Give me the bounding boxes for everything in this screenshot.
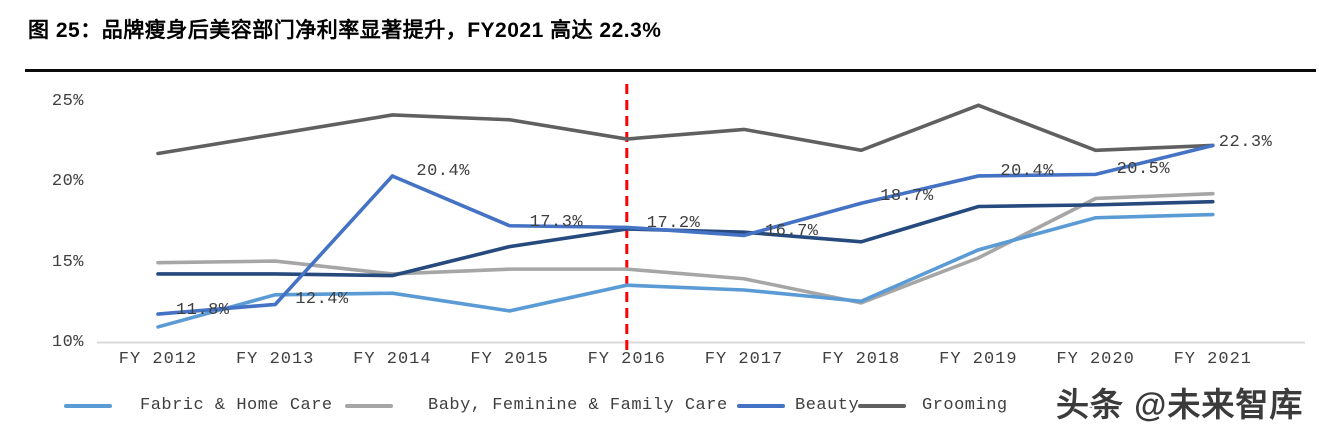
data-label-fy-2016: 17.2% [646, 214, 701, 234]
legend-label-baby-feminine-family-care: Baby, Feminine & Family Care [428, 396, 728, 415]
data-label-fy-2020: 20.5% [1116, 160, 1171, 180]
legend-label-grooming: Grooming [922, 396, 1008, 415]
legend-swatch-hidden [1072, 404, 1120, 408]
x-axis-tick-fy-2014: FY 2014 [353, 350, 432, 369]
figure-title: 图 25：品牌瘦身后美容部门净利率显著提升，FY2021 高达 22.3% [28, 19, 662, 42]
legend-label-fabric-home-care: Fabric & Home Care [140, 396, 333, 415]
x-axis-tick-fy-2018: FY 2018 [821, 350, 901, 369]
x-axis-tick-fy-2020: FY 2020 [1056, 350, 1135, 369]
y-axis-tick-15: 15% [51, 252, 84, 272]
x-axis-tick-fy-2021: FY 2021 [1173, 350, 1252, 369]
x-axis-tick-fy-2016: FY 2016 [587, 350, 666, 369]
legend-swatch-baby-feminine-family-care [345, 404, 393, 408]
data-label-fy-2013: 12.4% [295, 290, 349, 310]
data-label-fy-2017: 16.7% [765, 222, 819, 242]
data-label-fy-2018: 18.7% [880, 187, 934, 207]
x-axis-tick-fy-2019: FY 2019 [939, 350, 1018, 369]
data-label-fy-2015: 17.3% [529, 212, 584, 232]
legend-swatch-fabric-home-care [64, 404, 112, 408]
data-label-fy-2012: 11.8% [176, 301, 230, 321]
series-line-baby-feminine-family-care [156, 191, 1215, 305]
legend-swatch-grooming [858, 404, 906, 408]
y-axis-tick-25: 25% [51, 92, 84, 112]
x-axis-tick-fy-2013: FY 2013 [235, 350, 315, 369]
x-axis-tick-fy-2015: FY 2015 [470, 350, 549, 369]
data-label-fy-2021: 22.3% [1218, 133, 1273, 153]
legend-swatch-beauty [737, 404, 785, 408]
data-label-fy-2014: 20.4% [416, 161, 470, 181]
series-line-grooming [156, 103, 1215, 156]
title-separator-line [25, 69, 1316, 72]
series-line-beauty [156, 143, 1215, 316]
watermark-text: 头条 @未来智库 [1056, 386, 1304, 423]
legend-label-beauty: Beauty [795, 396, 860, 415]
x-axis-tick-fy-2017: FY 2017 [704, 350, 784, 369]
data-label-fy-2019: 20.4% [1000, 161, 1054, 181]
x-axis-tick-fy-2012: FY 2012 [118, 350, 198, 369]
y-axis-tick-10: 10% [51, 333, 84, 352]
y-axis-tick-20: 20% [51, 172, 84, 192]
series-line-fabric-home-care [156, 212, 1215, 329]
